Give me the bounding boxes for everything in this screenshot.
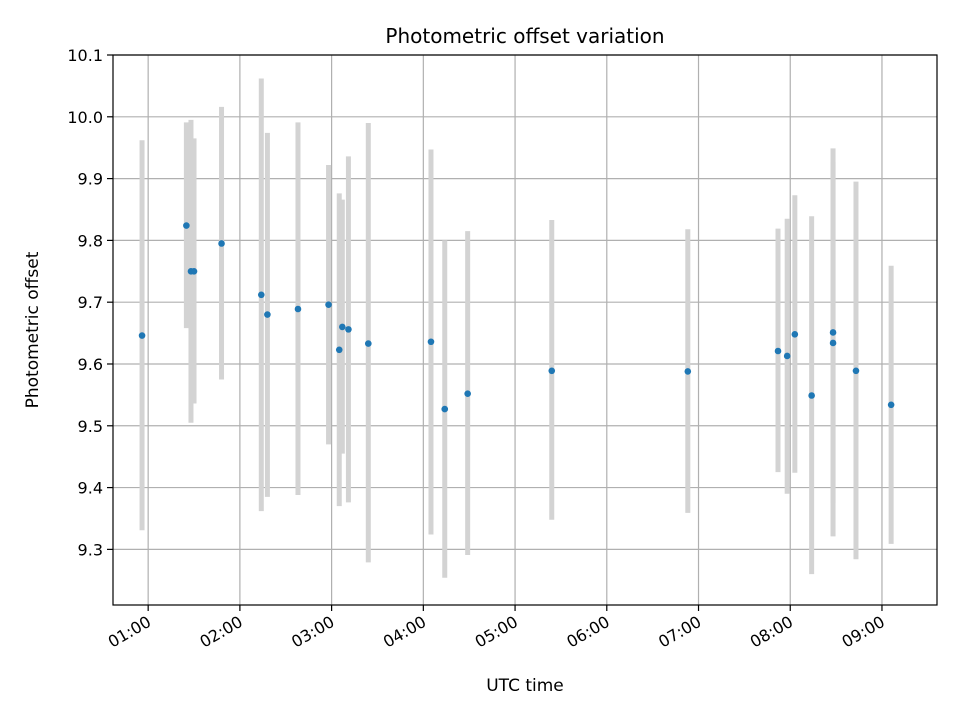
grid-layer bbox=[113, 54, 937, 605]
y-tick-label: 9.3 bbox=[78, 540, 103, 559]
data-point bbox=[548, 367, 556, 375]
data-point bbox=[325, 301, 332, 308]
data-point bbox=[335, 346, 343, 354]
data-point bbox=[441, 405, 449, 413]
data-point bbox=[345, 326, 352, 333]
y-tick-label: 9.4 bbox=[78, 479, 103, 498]
x-axis-label: UTC time bbox=[486, 676, 564, 696]
data-point bbox=[183, 222, 190, 229]
y-tick-label: 10.1 bbox=[67, 46, 103, 65]
chart-title: Photometric offset variation bbox=[385, 24, 664, 48]
data-point bbox=[808, 392, 815, 399]
y-axis-label: Photometric offset bbox=[23, 251, 43, 408]
data-point bbox=[190, 267, 198, 275]
data-point bbox=[264, 311, 271, 318]
y-tick-label: 10.0 bbox=[67, 108, 103, 127]
data-point bbox=[783, 352, 791, 360]
data-point bbox=[887, 401, 895, 409]
y-tick-label: 9.5 bbox=[78, 417, 103, 436]
data-point bbox=[774, 347, 782, 355]
y-tick-label: 9.8 bbox=[78, 231, 103, 250]
point-layer bbox=[138, 222, 895, 413]
y-tick-label: 9.6 bbox=[78, 355, 103, 374]
data-point bbox=[365, 340, 372, 347]
y-tick-label: 9.9 bbox=[78, 170, 103, 189]
plot-frame bbox=[112, 54, 938, 606]
data-point bbox=[218, 240, 225, 247]
data-point bbox=[829, 329, 837, 336]
data-point bbox=[339, 323, 346, 331]
data-point bbox=[257, 291, 265, 299]
data-point bbox=[791, 331, 799, 338]
data-point bbox=[829, 339, 837, 347]
data-point bbox=[138, 332, 146, 339]
data-point bbox=[427, 338, 435, 346]
data-point bbox=[464, 390, 471, 397]
data-point bbox=[294, 305, 302, 313]
y-tick-label: 9.7 bbox=[78, 293, 103, 312]
data-point bbox=[684, 368, 692, 375]
data-point bbox=[852, 367, 860, 375]
plot-area-background bbox=[113, 55, 937, 605]
